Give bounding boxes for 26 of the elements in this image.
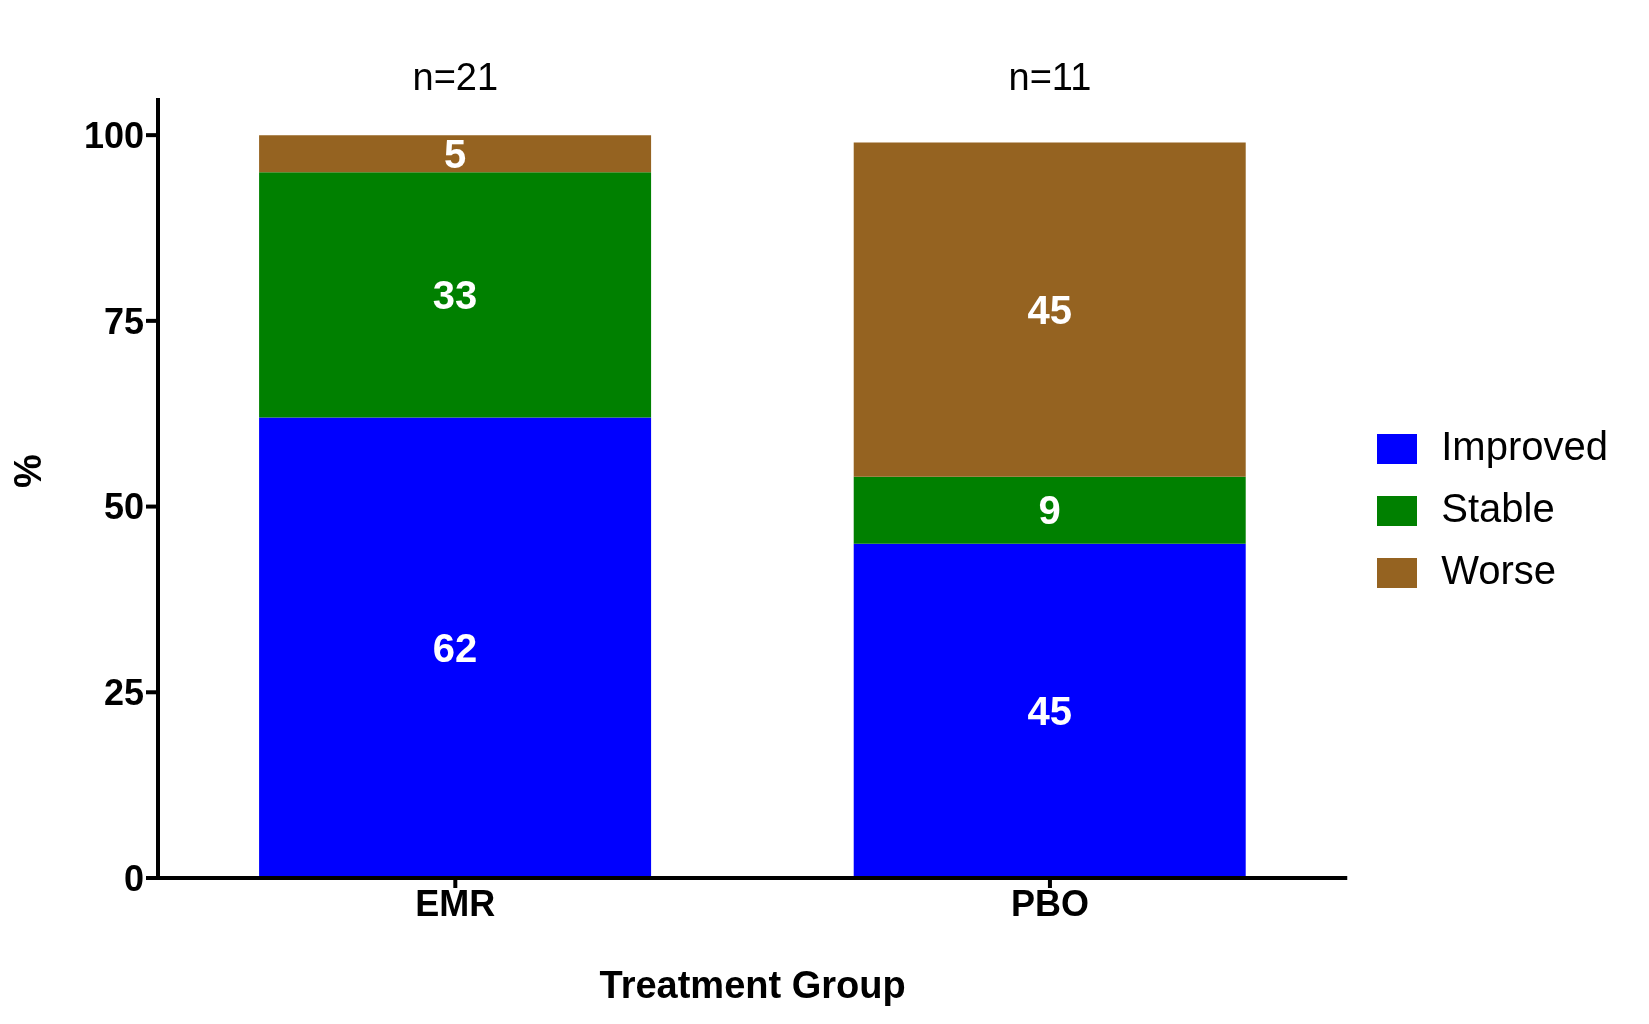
data-label: 9 [1038,488,1061,533]
data-label: 45 [1027,287,1072,332]
y-tick-label: 100 [83,114,144,156]
data-label: 62 [432,625,478,670]
y-tick-label: 25 [103,672,144,714]
legend-label: Improved [1441,424,1608,468]
y-tick-label: 0 [123,857,144,899]
legend-label: Stable [1441,486,1555,530]
y-tick-label: 50 [103,486,144,528]
data-label: 5 [443,131,467,176]
y-tick-label: 75 [103,300,144,342]
bar [259,417,652,878]
bar [853,142,1246,477]
data-label: 45 [1027,689,1072,734]
x-tick-label: PBO [1010,882,1089,924]
annotation: n=21 [412,56,499,98]
bar [259,135,652,173]
bar [853,543,1246,878]
bar [259,172,652,418]
y-axis-title: % [7,454,50,488]
legend-label: Worse [1441,548,1557,592]
x-tick-label: EMR [415,882,496,924]
data-label: 33 [432,273,478,318]
annotation: n=11 [1008,56,1092,98]
bar [853,476,1246,544]
x-axis-title: Treatment Group [599,964,906,1006]
